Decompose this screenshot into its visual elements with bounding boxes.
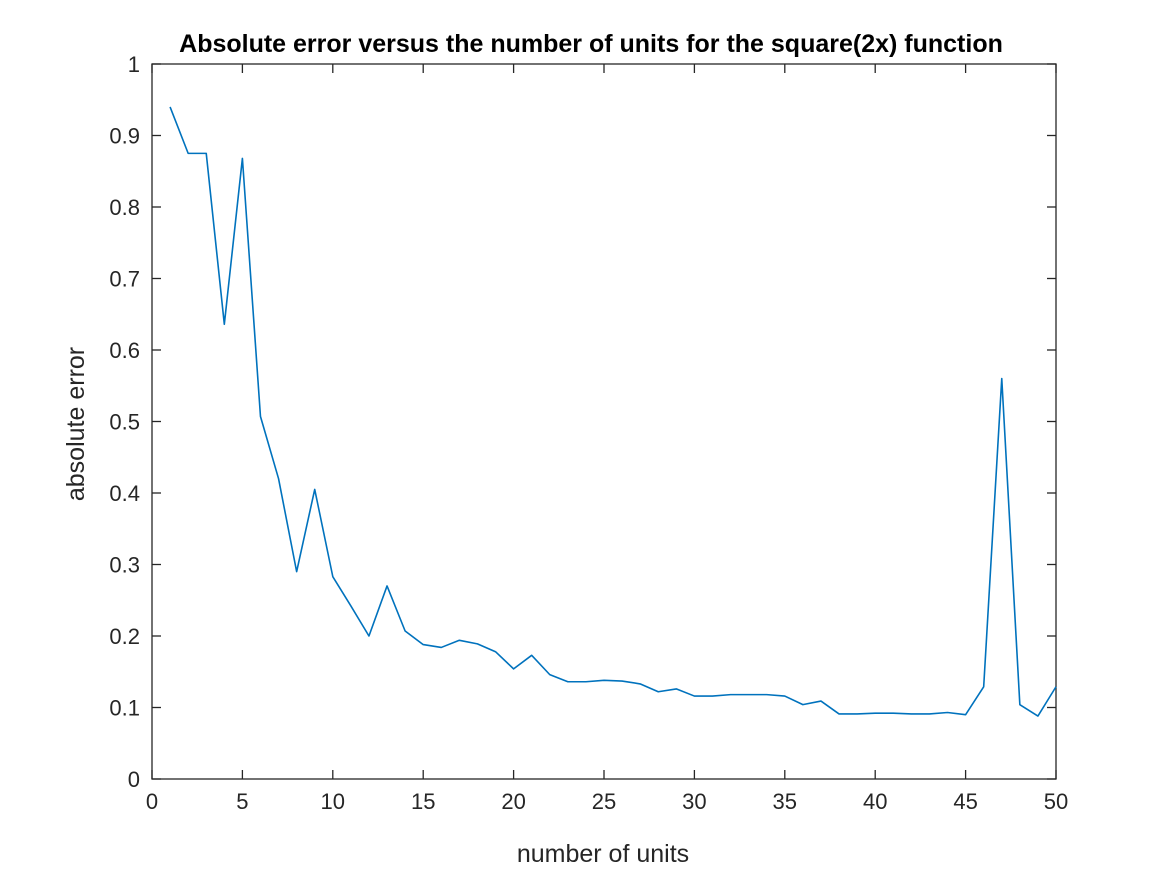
x-tick-label: 15 [411, 789, 435, 814]
x-tick-label: 25 [592, 789, 616, 814]
x-tick-label: 5 [236, 789, 248, 814]
y-tick-label: 0.1 [109, 696, 140, 721]
y-tick-label: 0.6 [109, 338, 140, 363]
y-axis-label: absolute error [62, 347, 90, 501]
plot-area: 0 5 10 15 20 25 30 35 40 45 50 0 0.1 0.2 0.3 0.4 0.5 0.6 0… [109, 52, 1068, 814]
chart-title: Absolute error versus the number of unit… [179, 30, 1003, 58]
y-tick-label: 0.4 [109, 481, 140, 506]
y-tick-label: 0.3 [109, 553, 140, 578]
x-tick-label: 50 [1044, 789, 1068, 814]
series-line [169, 106, 1057, 717]
y-tick-label: 0.7 [109, 267, 140, 292]
y-tick-label: 1 [128, 52, 140, 77]
x-tick-label: 30 [682, 789, 706, 814]
y-tick-label: 0 [128, 767, 140, 792]
x-tick-label: 40 [863, 789, 887, 814]
x-tick-label: 0 [146, 789, 158, 814]
x-tick-label: 35 [773, 789, 797, 814]
x-tick-label: 10 [321, 789, 345, 814]
x-axis-label: number of units [517, 840, 689, 868]
axes-box [151, 63, 1057, 780]
x-tick-label: 45 [953, 789, 977, 814]
y-tick-label: 0.8 [109, 195, 140, 220]
y-tick-label: 0.5 [109, 410, 140, 435]
y-tick-label: 0.9 [109, 124, 140, 149]
x-tick-label: 20 [501, 789, 525, 814]
y-tick-label: 0.2 [109, 624, 140, 649]
